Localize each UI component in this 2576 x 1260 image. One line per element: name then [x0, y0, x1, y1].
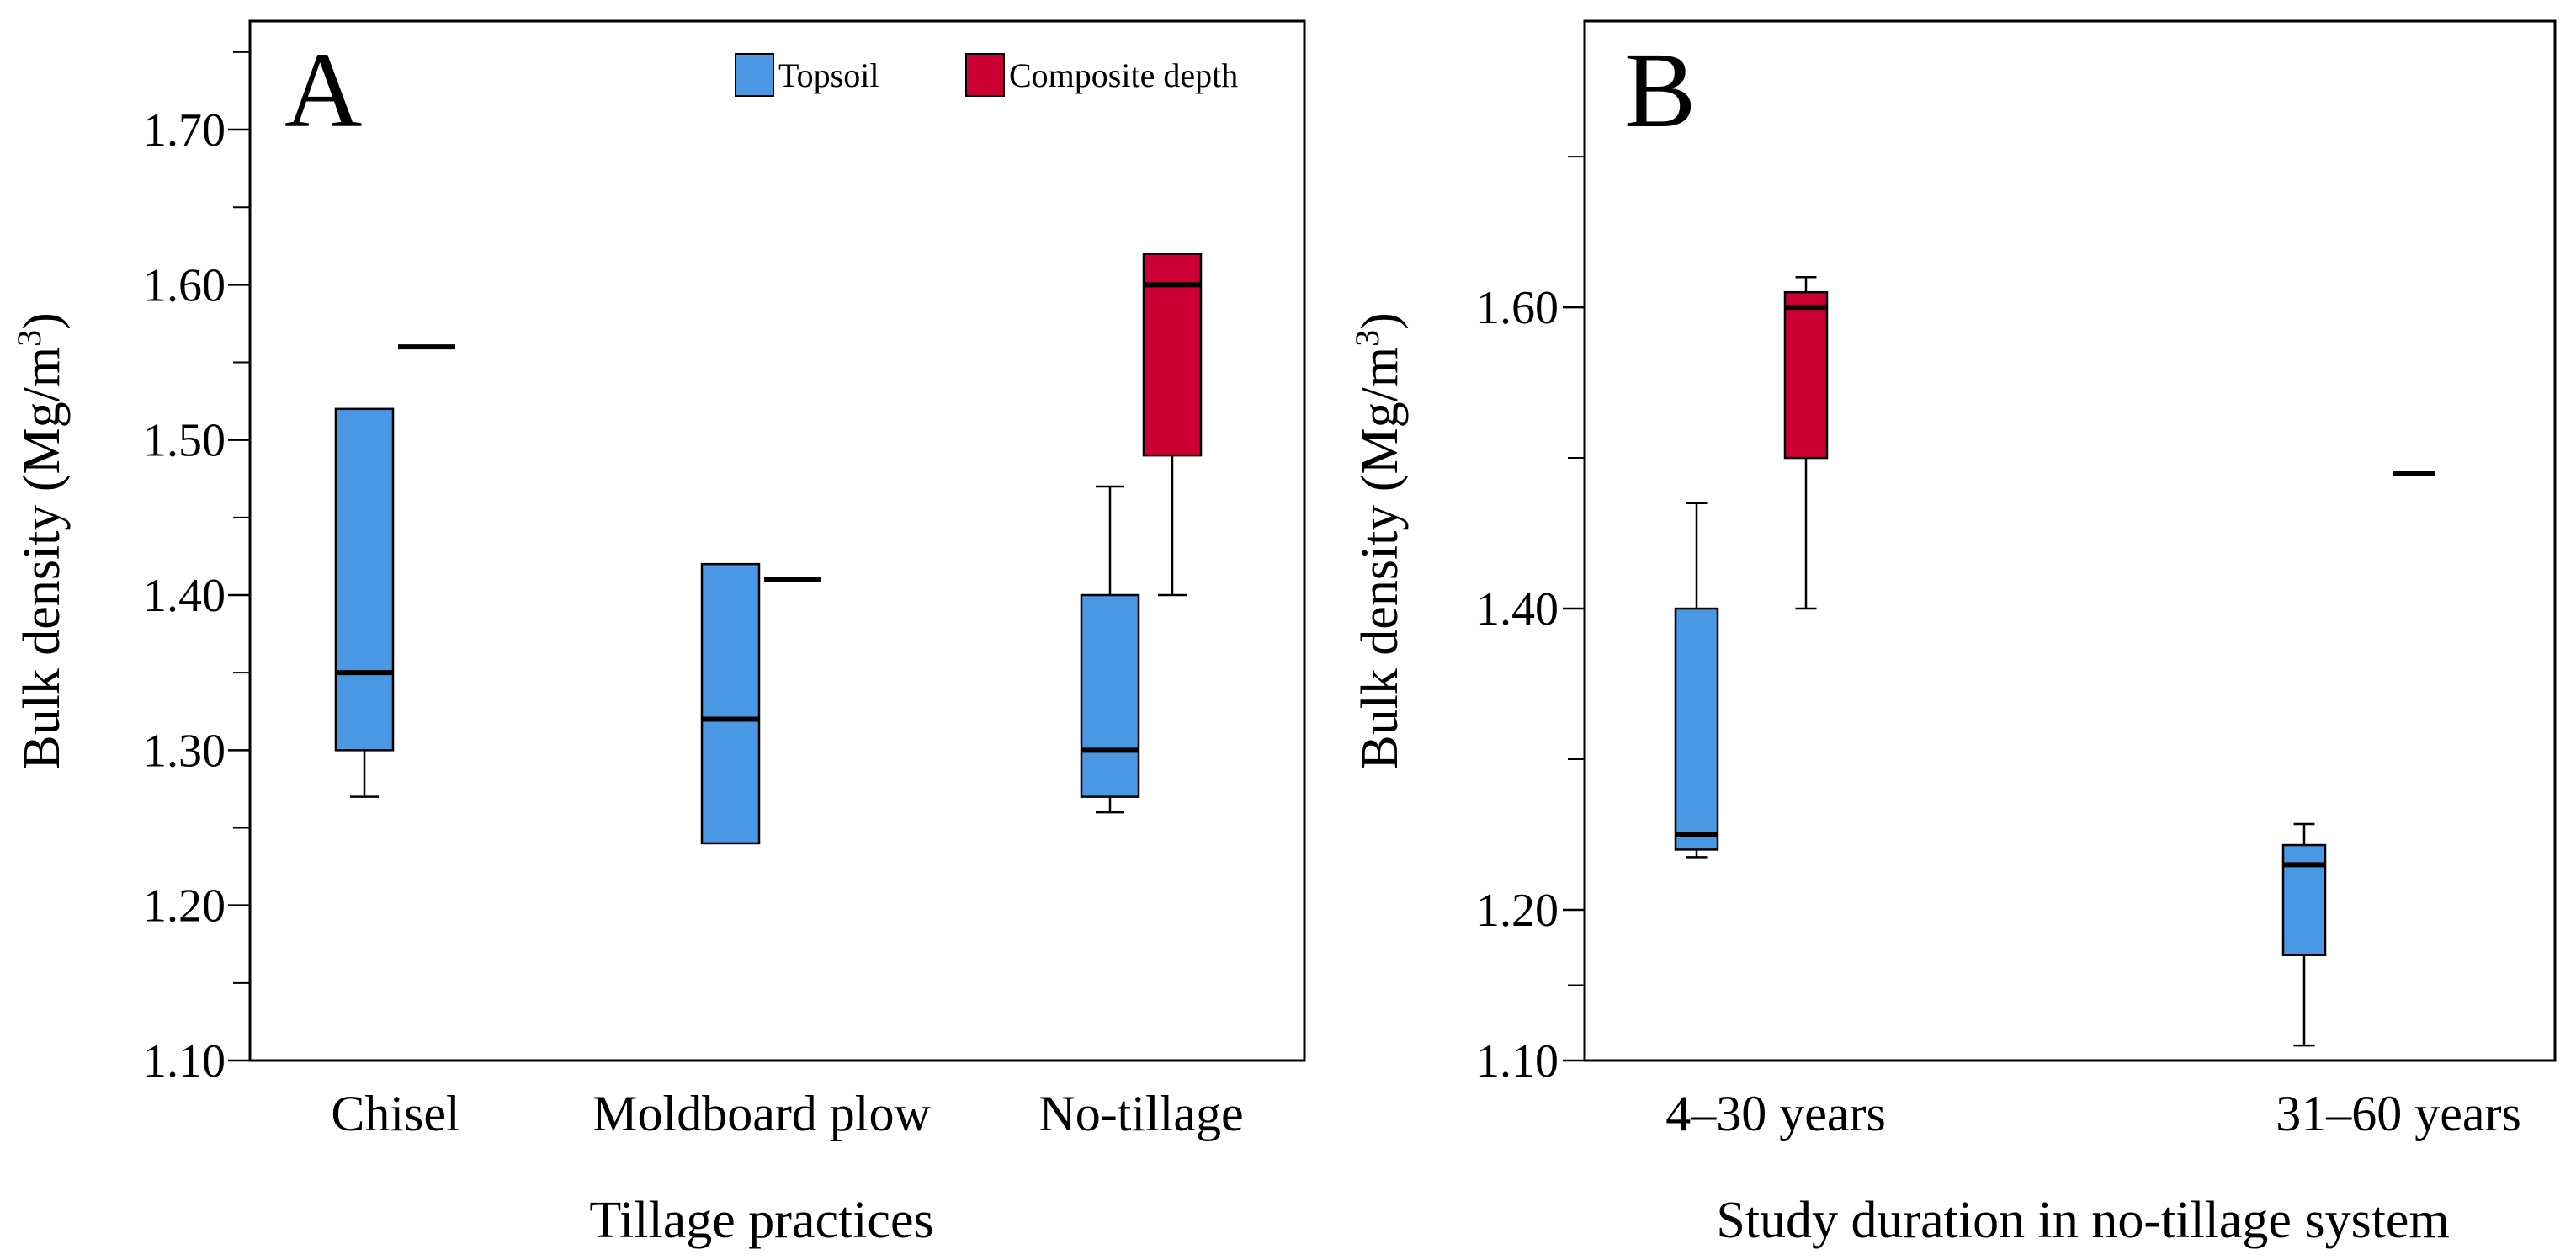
y-tick-label: 1.10	[1476, 1035, 1559, 1087]
panel-a-y-ticks	[228, 51, 250, 1062]
panel-b-y-tick-labels: 1.10 1.20 1.40 1.60	[1476, 282, 1559, 1087]
composite-depth-box	[1783, 276, 1829, 610]
panel-b-category-label: 31–60 years	[2276, 1086, 2521, 1141]
panel-b-letter: B	[1624, 30, 1696, 150]
panel-b-category-label: 4–30 years	[1665, 1086, 1886, 1141]
legend-swatch-topsoil	[735, 53, 774, 97]
y-tick-label: 1.20	[1476, 885, 1559, 937]
y-tick-label: 1.60	[143, 259, 226, 311]
iqr-box	[1142, 253, 1203, 457]
panel-a-frame	[248, 19, 1306, 1062]
legend-swatch-composite	[965, 53, 1005, 97]
y-tick-label: 1.40	[143, 570, 226, 622]
y-tick-label: 1.50	[143, 415, 226, 467]
topsoil-box	[700, 562, 761, 845]
y-tick-label: 1.70	[143, 104, 226, 157]
panel-a-category-label: No-tillage	[1038, 1086, 1243, 1141]
topsoil-box	[334, 407, 395, 798]
legend-label-composite: Composite depth	[1009, 56, 1238, 94]
panel-a-y-axis-title-main: Bulk density (Mg/m	[13, 347, 71, 770]
iqr-box	[700, 562, 761, 845]
panel-b-x-axis-title: Study duration in no-tillage system	[1716, 1192, 2449, 1249]
panel-a-category-label: Moldboard plow	[592, 1086, 931, 1141]
panel-a-category-label: Chisel	[331, 1086, 459, 1141]
legend-label-topsoil: Topsoil	[778, 56, 879, 94]
iqr-box	[334, 407, 395, 752]
panel-a-category-labels: Chisel Moldboard plow No-tillage	[331, 1086, 1243, 1141]
panel-a-boxes	[334, 253, 1203, 845]
panel-a-y-axis-title: Bulk density (Mg/m3)	[10, 312, 71, 770]
topsoil-box	[2281, 822, 2327, 1047]
topsoil-box	[1080, 485, 1140, 814]
composite-depth-box	[1142, 253, 1203, 597]
panel-b-y-ticks	[1563, 156, 1585, 1062]
panel-b-frame	[1583, 19, 2557, 1062]
y-tick-label: 1.20	[143, 880, 226, 933]
panel-a: 1.10 1.20 1.30 1.40 1.50 1.60 1.70 A Topsoil C…	[10, 19, 1306, 1249]
panel-b-y-axis-title: Bulk density (Mg/m3)	[1348, 312, 1409, 770]
panel-b-y-axis-title-close: )	[1352, 312, 1409, 330]
panel-a-y-axis-title-close: )	[13, 312, 71, 330]
iqr-box	[1080, 593, 1140, 798]
legend: Topsoil Composite depth	[735, 53, 1238, 97]
panel-a-y-axis-title-sup: 3	[10, 330, 48, 347]
panel-b-boxes	[1674, 276, 2435, 1047]
panel-a-letter: A	[284, 30, 362, 150]
iqr-box	[1783, 290, 1829, 460]
topsoil-box	[1674, 502, 1719, 859]
y-tick-label: 1.30	[143, 725, 226, 777]
y-tick-label: 1.10	[143, 1035, 226, 1087]
panel-b-y-axis-title-sup: 3	[1348, 330, 1386, 347]
y-tick-label: 1.60	[1476, 282, 1559, 334]
iqr-box	[2281, 843, 2327, 956]
panel-a-y-tick-labels: 1.10 1.20 1.30 1.40 1.50 1.60 1.70	[143, 104, 226, 1087]
panel-a-x-axis-title: Tillage practices	[589, 1192, 933, 1249]
panel-b-y-axis-title-main: Bulk density (Mg/m	[1352, 347, 1409, 770]
y-tick-label: 1.40	[1476, 583, 1559, 635]
panel-b-category-labels: 4–30 years 31–60 years	[1665, 1086, 2521, 1141]
panel-b: 1.10 1.20 1.40 1.60 B 4–30 years 31–60 year…	[1348, 19, 2557, 1249]
iqr-box	[1674, 607, 1719, 851]
